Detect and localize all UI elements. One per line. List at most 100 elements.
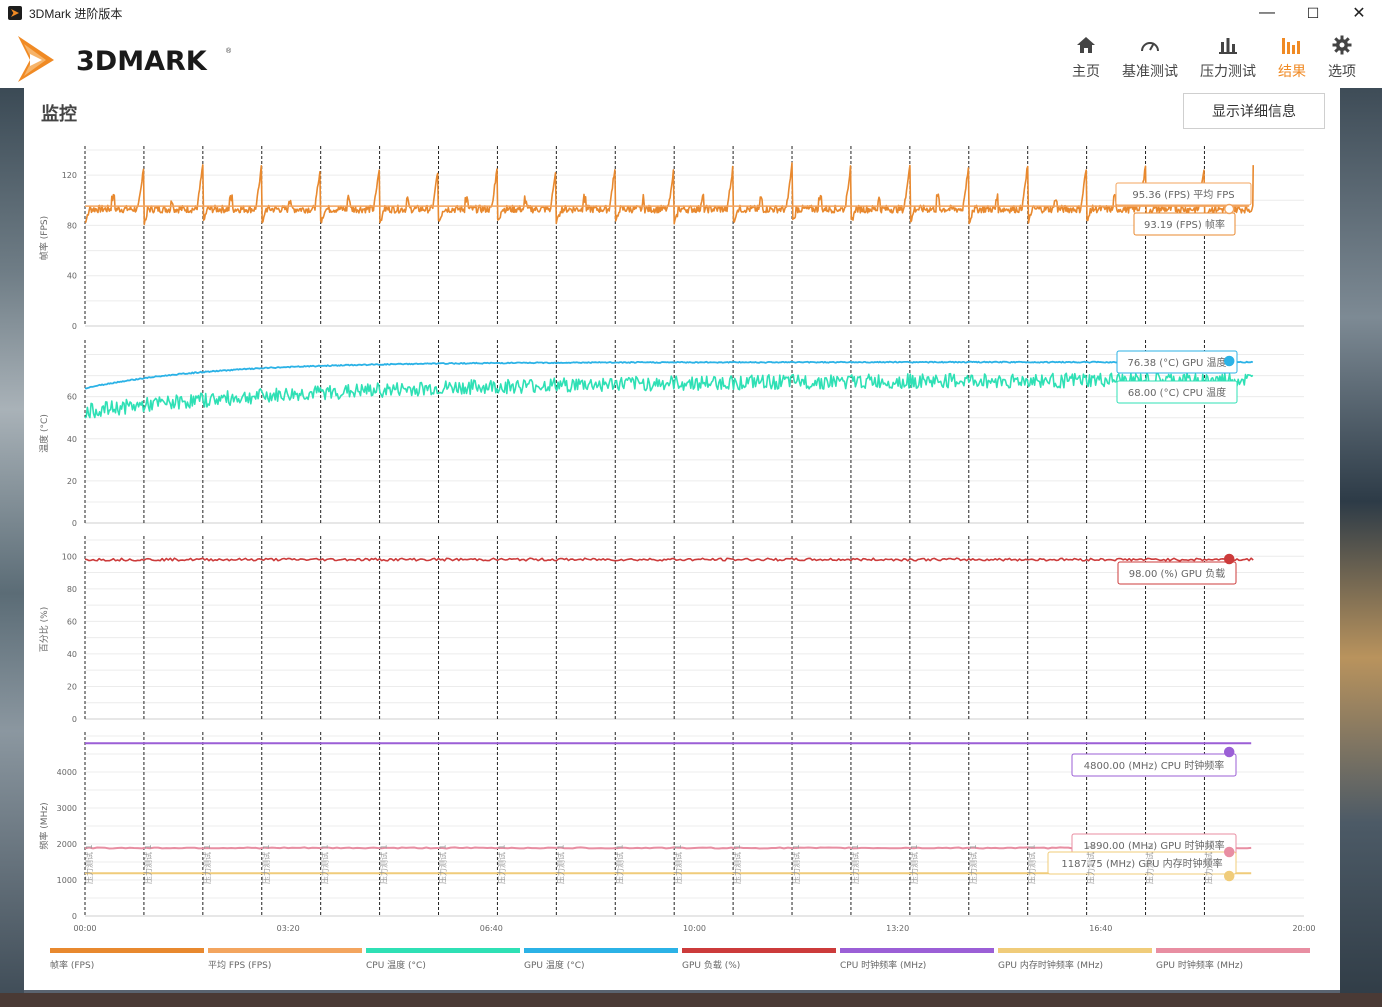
y-tick-label: 0	[72, 322, 77, 331]
y-tick-label: 20	[67, 682, 77, 691]
legend-swatch	[1156, 948, 1310, 953]
series-end-dot	[1223, 870, 1235, 882]
legend-label: GPU 负载 (%)	[682, 959, 740, 971]
legend-swatch	[208, 948, 362, 953]
fps-line	[84, 162, 1254, 226]
y-tick-label: 40	[67, 650, 77, 659]
loop-marker-label: 压力测试 1	[379, 844, 389, 884]
value-label-box	[1047, 851, 1237, 875]
legend-swatch	[524, 948, 678, 953]
y-tick-label: 20	[67, 477, 77, 486]
chart-panel-2: 0 20 40 60 80 100 百分比 (%)	[38, 536, 1304, 724]
show-details-button[interactable]: 显示详细信息	[1183, 93, 1325, 129]
value-label: 93.19 (FPS) 帧率	[1144, 218, 1225, 231]
value-label: 76.38 (°C) GPU 温度	[1127, 356, 1226, 369]
legend-swatch	[50, 948, 204, 953]
y-tick-label: 0	[72, 519, 77, 528]
loop-marker-label: 压力测试 1	[1027, 844, 1037, 884]
y-tick-label: 60	[67, 393, 77, 402]
value-label: 68.00 (°C) CPU 温度	[1128, 386, 1226, 399]
speedometer-icon	[1139, 34, 1161, 56]
chart-panel-0: 0 40 80 120 帧率 (FPS)	[38, 146, 1304, 331]
gpu-temp-line	[84, 360, 1254, 390]
chart-panel-1: 0 20 40 60 温度 (°C)	[38, 340, 1304, 528]
legend-swatch	[366, 948, 520, 953]
legend-swatch	[840, 948, 994, 953]
x-tick-label: 00:00	[73, 924, 96, 933]
gear-icon	[1331, 34, 1353, 56]
background-art-bottom	[0, 993, 1382, 1007]
y-tick-label: 60	[67, 617, 77, 626]
app-header: 3DMARK ® 主页 基准测试 压力测试 结果	[0, 26, 1382, 88]
value-label-box	[1115, 182, 1252, 206]
minimize-button[interactable]: —	[1259, 4, 1275, 21]
nav-options[interactable]: 选项	[1328, 34, 1356, 81]
value-label: 4800.00 (MHz) CPU 时钟频率	[1084, 759, 1224, 772]
value-label: 98.00 (%) GPU 负载	[1129, 567, 1226, 580]
value-label-box	[1116, 350, 1238, 374]
y-tick-label: 0	[72, 715, 77, 724]
nav-label-home: 主页	[1072, 63, 1100, 79]
y-axis-label: 百分比 (%)	[38, 607, 50, 652]
value-label: 1890.00 (MHz) GPU 时钟频率	[1083, 839, 1224, 852]
loop-marker-label: 压力测试 1	[320, 844, 330, 884]
3dmark-logo[interactable]: 3DMARK ®	[16, 32, 231, 84]
value-label-box	[1117, 561, 1237, 585]
background-art-right	[1340, 88, 1382, 1007]
loop-marker-label: 压力测试 1	[496, 844, 506, 884]
legend-label: GPU 时钟频率 (MHz)	[1156, 959, 1243, 971]
gpu-clock-line	[84, 846, 1252, 850]
panel-title: 监控	[41, 104, 77, 125]
loop-marker-label: 压力测试 1	[850, 844, 860, 884]
logo-text: 3DMARK	[76, 46, 207, 77]
y-tick-label: 80	[67, 585, 77, 594]
legend-label: 平均 FPS (FPS)	[208, 959, 271, 971]
legend-label: 帧率 (FPS)	[50, 959, 94, 971]
value-label-box	[1116, 380, 1238, 404]
background-art-left	[0, 88, 24, 1007]
nav-label-results: 结果	[1278, 63, 1306, 79]
loop-marker-label: 压力测试 1	[261, 844, 271, 884]
nav-results[interactable]: 结果	[1278, 34, 1306, 81]
monitoring-charts: 0 40 80 120 帧率 (FPS) 0 20 40 60 温度 (°C) 0 20 40 60 80 1…	[38, 146, 1316, 971]
nav-benchmark[interactable]: 基准测试	[1122, 34, 1178, 81]
loop-marker-label: 压力测试 1	[438, 844, 448, 884]
series-end-dot	[1223, 846, 1235, 858]
y-tick-label: 1000	[57, 876, 77, 885]
legend-label: GPU 温度 (°C)	[524, 959, 585, 971]
loop-marker-label: 压力测试 1	[202, 844, 212, 884]
close-button[interactable]: ✕	[1352, 5, 1366, 22]
loop-marker-label: 压力测试 1	[84, 844, 94, 884]
loop-marker-label: 压力测试 1	[1086, 844, 1096, 884]
y-tick-label: 40	[67, 435, 77, 444]
loop-marker-label: 压力测试 1	[673, 844, 683, 884]
y-tick-label: 80	[67, 221, 77, 230]
nav-stress-test[interactable]: 压力测试	[1200, 34, 1256, 81]
loop-marker-label: 压力测试 1	[732, 844, 742, 884]
legend-swatch	[998, 948, 1152, 953]
window-controls: — ☐ ✕	[1244, 0, 1382, 26]
cpu-temp-line	[84, 372, 1254, 419]
bar-chart-icon	[1217, 34, 1239, 56]
x-tick-label: 10:00	[683, 924, 706, 933]
title-bar: 3DMark 进阶版本 — ☐ ✕	[0, 0, 1382, 26]
series-end-dot	[1223, 746, 1235, 758]
value-label-box	[1071, 753, 1237, 777]
y-tick-label: 40	[67, 272, 77, 281]
loop-marker-label: 压力测试 1	[968, 844, 978, 884]
3dmark-logo-mark	[18, 36, 54, 82]
nav-label-options: 选项	[1328, 63, 1356, 79]
loop-marker-label: 压力测试 1	[555, 844, 565, 884]
legend-label: GPU 内存时钟频率 (MHz)	[998, 959, 1103, 971]
value-label: 1187.75 (MHz) GPU 内存时钟频率	[1061, 857, 1222, 870]
y-tick-label: 0	[72, 912, 77, 921]
nav-home[interactable]: 主页	[1072, 34, 1100, 81]
maximize-button[interactable]: ☐	[1306, 4, 1320, 21]
legend-label: CPU 时钟频率 (MHz)	[840, 959, 926, 971]
x-tick-label: 16:40	[1089, 924, 1112, 933]
loop-marker-label: 压力测试 1	[909, 844, 919, 884]
series-end-dot	[1223, 203, 1235, 215]
series-end-dot	[1223, 553, 1235, 565]
loop-marker-label: 压力测试 1	[1145, 844, 1155, 884]
y-tick-label: 100	[62, 552, 77, 561]
